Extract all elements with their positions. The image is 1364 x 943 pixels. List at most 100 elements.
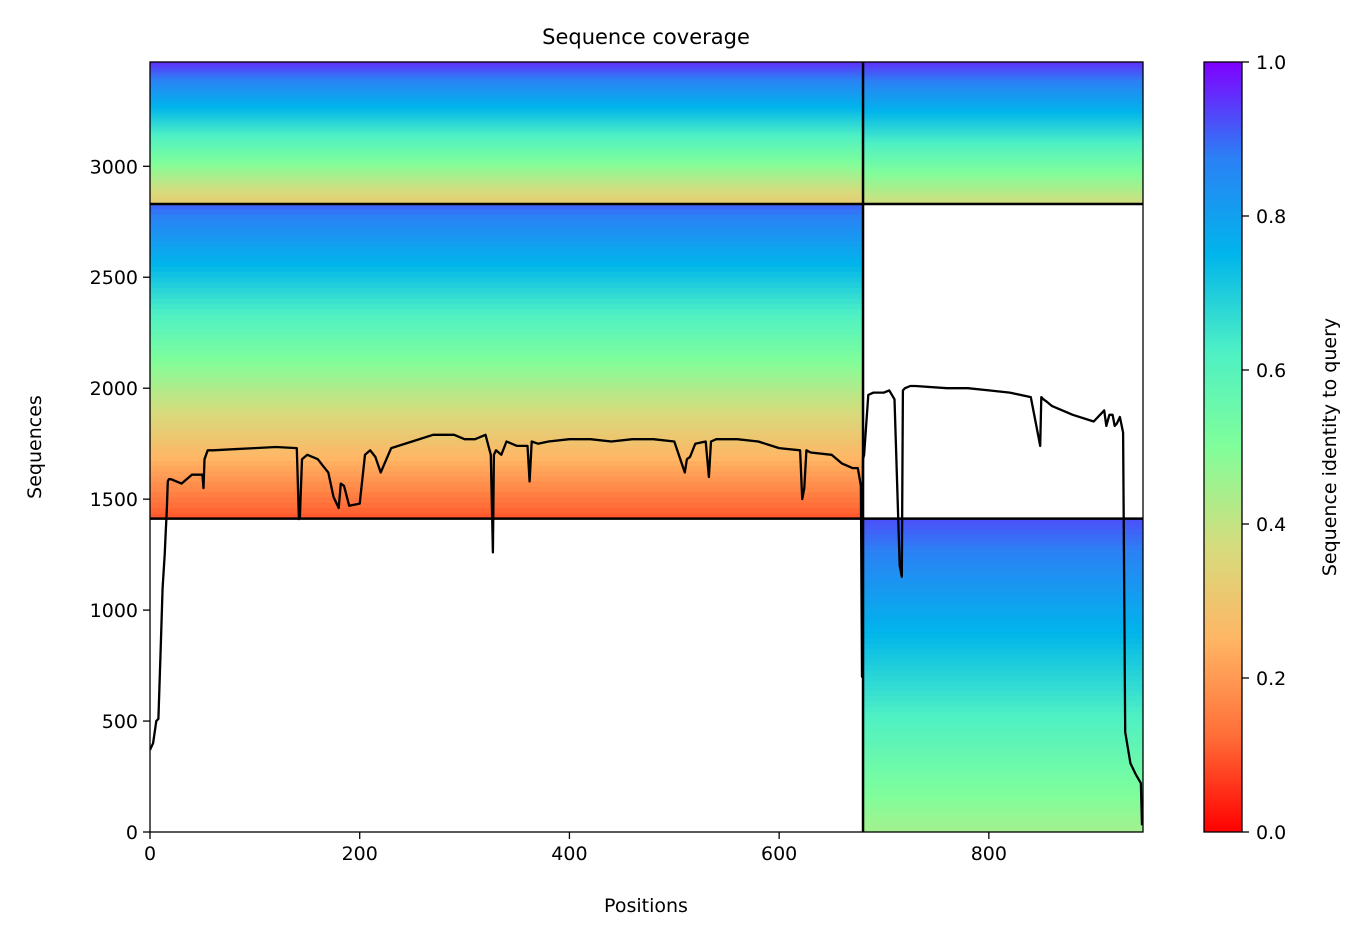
heatmap-band <box>863 121 1143 125</box>
heatmap-band <box>150 256 864 263</box>
heatmap-band <box>150 111 864 115</box>
x-axis-ticks: 0 200 400 600 800 <box>144 832 1007 865</box>
heatmap-band <box>150 445 864 452</box>
heatmap-band <box>150 513 864 520</box>
heatmap-band <box>150 466 864 473</box>
heatmap-band <box>150 106 864 110</box>
heatmap-band <box>863 189 1143 193</box>
heatmap-band <box>150 413 864 420</box>
heatmap-band <box>150 424 864 431</box>
heatmap-band <box>863 177 1143 181</box>
heatmap-band <box>863 743 1143 750</box>
heatmap-band <box>150 481 864 488</box>
heatmap-band <box>150 460 864 467</box>
heatmap-band <box>150 419 864 425</box>
heatmap-band <box>150 335 864 341</box>
heatmap-band <box>150 319 864 326</box>
heatmap-band <box>863 156 1143 160</box>
heatmap-band <box>863 560 1143 567</box>
heatmap-band <box>150 90 864 94</box>
heatmap-band <box>150 142 864 146</box>
heatmap-band <box>150 199 864 203</box>
heatmap-band <box>863 518 1143 525</box>
colorbar-tick-label: 0.8 <box>1256 206 1286 228</box>
heatmap-band <box>863 88 1143 92</box>
heatmap-band <box>863 659 1143 666</box>
heatmap-band <box>150 78 864 82</box>
heatmap-band <box>150 240 864 247</box>
heatmap-band <box>150 73 864 77</box>
heatmap-band <box>863 71 1143 75</box>
heatmap-band <box>863 826 1143 832</box>
heatmap-band <box>150 166 864 170</box>
heatmap-band <box>863 764 1143 770</box>
heatmap-band <box>863 581 1143 588</box>
heatmap-band <box>150 189 864 193</box>
heatmap-band <box>150 161 864 165</box>
y-axis-label: Sequences <box>24 395 46 499</box>
heatmap-band <box>150 83 864 87</box>
heatmap-band <box>863 128 1143 132</box>
heatmap-band <box>863 654 1143 661</box>
heatmap-band <box>863 116 1143 120</box>
heatmap-band <box>150 350 864 357</box>
heatmap-band <box>863 711 1143 718</box>
heatmap-band <box>863 149 1143 153</box>
heatmap-band <box>150 85 864 89</box>
heatmap-band <box>863 570 1143 577</box>
heatmap-band <box>150 196 864 200</box>
heatmap-band <box>863 154 1143 158</box>
heatmap-band <box>150 104 864 108</box>
heatmap-band <box>863 644 1143 650</box>
heatmap-band <box>863 800 1143 807</box>
heatmap-band <box>150 387 864 394</box>
heatmap-band <box>150 185 864 189</box>
y-tick-label: 1000 <box>90 600 138 622</box>
heatmap-band <box>150 361 864 368</box>
heatmap-band <box>863 576 1143 582</box>
heatmap-band <box>863 130 1143 134</box>
y-tick-label: 0 <box>126 822 138 844</box>
heatmap-band <box>863 142 1143 146</box>
heatmap-band <box>150 147 864 151</box>
y-tick-label: 1500 <box>90 489 138 511</box>
heatmap-band <box>150 173 864 177</box>
heatmap-band <box>150 62 864 65</box>
heatmap-band <box>150 429 864 436</box>
colorbar-tick-label: 0.2 <box>1256 668 1286 690</box>
heatmap-band <box>150 282 864 289</box>
heatmap-band <box>150 159 864 163</box>
heatmap-band <box>150 168 864 172</box>
heatmap-band <box>863 73 1143 77</box>
heatmap-band <box>150 245 864 252</box>
heatmap-band <box>863 83 1143 87</box>
heatmap-band <box>863 90 1143 94</box>
heatmap-band <box>150 182 864 186</box>
heatmap-band <box>150 277 864 284</box>
heatmap-band <box>150 471 864 478</box>
heatmap-band <box>863 680 1143 687</box>
heatmap-band <box>150 149 864 153</box>
y-tick-label: 2500 <box>90 267 138 289</box>
heatmap-band <box>863 125 1143 129</box>
heatmap-band <box>150 272 864 279</box>
heatmap-band <box>863 168 1143 172</box>
heatmap-band <box>150 92 864 96</box>
coverage-line <box>150 384 1143 826</box>
heatmap-band <box>150 235 864 242</box>
heatmap-band <box>863 774 1143 781</box>
heatmap-band <box>863 187 1143 191</box>
heatmap-band <box>863 633 1143 640</box>
heatmap-band <box>150 371 864 378</box>
heatmap-band <box>863 135 1143 139</box>
heatmap-band <box>863 785 1143 791</box>
heatmap-band <box>150 266 864 273</box>
heatmap-band <box>863 69 1143 73</box>
heatmap-band <box>150 204 864 210</box>
heatmap-band <box>150 398 864 404</box>
heatmap-band <box>150 121 864 125</box>
heatmap-band <box>863 811 1143 817</box>
heatmap-band <box>863 106 1143 110</box>
heatmap-band <box>150 434 864 441</box>
heatmap-band <box>150 219 864 226</box>
